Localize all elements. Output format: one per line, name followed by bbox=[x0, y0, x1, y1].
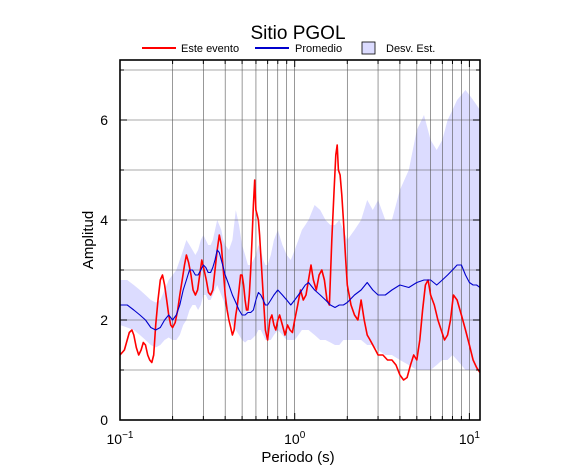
y-tick-label: 2 bbox=[100, 312, 108, 328]
y-axis-label: Amplitud bbox=[80, 211, 97, 269]
series-layer bbox=[120, 144, 480, 381]
event-line bbox=[120, 144, 480, 381]
legend-label: Promedio bbox=[295, 43, 342, 55]
plot-frame bbox=[119, 59, 481, 421]
legend-box-swatch bbox=[361, 41, 376, 55]
axes: 0 2 4 6 10−1 100 101 bbox=[100, 60, 480, 447]
x-tick-label: 10−1 bbox=[107, 430, 134, 447]
x-axis-label: Periodo (s) bbox=[261, 449, 334, 466]
legend: Este evento Promedio Desv. Est. bbox=[142, 41, 435, 55]
legend-label: Desv. Est. bbox=[386, 43, 435, 55]
std-dev-band-layer bbox=[120, 90, 480, 370]
y-tick-label: 6 bbox=[100, 112, 108, 128]
y-tick-label: 0 bbox=[100, 412, 108, 428]
legend-label: Este evento bbox=[181, 43, 239, 55]
std-dev-band bbox=[120, 90, 480, 370]
chart-title: Sitio PGOL bbox=[250, 23, 345, 44]
y-tick-label: 4 bbox=[100, 212, 108, 228]
x-tick-label: 101 bbox=[459, 430, 481, 447]
mean-line bbox=[120, 249, 480, 331]
x-tick-label: 100 bbox=[284, 430, 306, 447]
